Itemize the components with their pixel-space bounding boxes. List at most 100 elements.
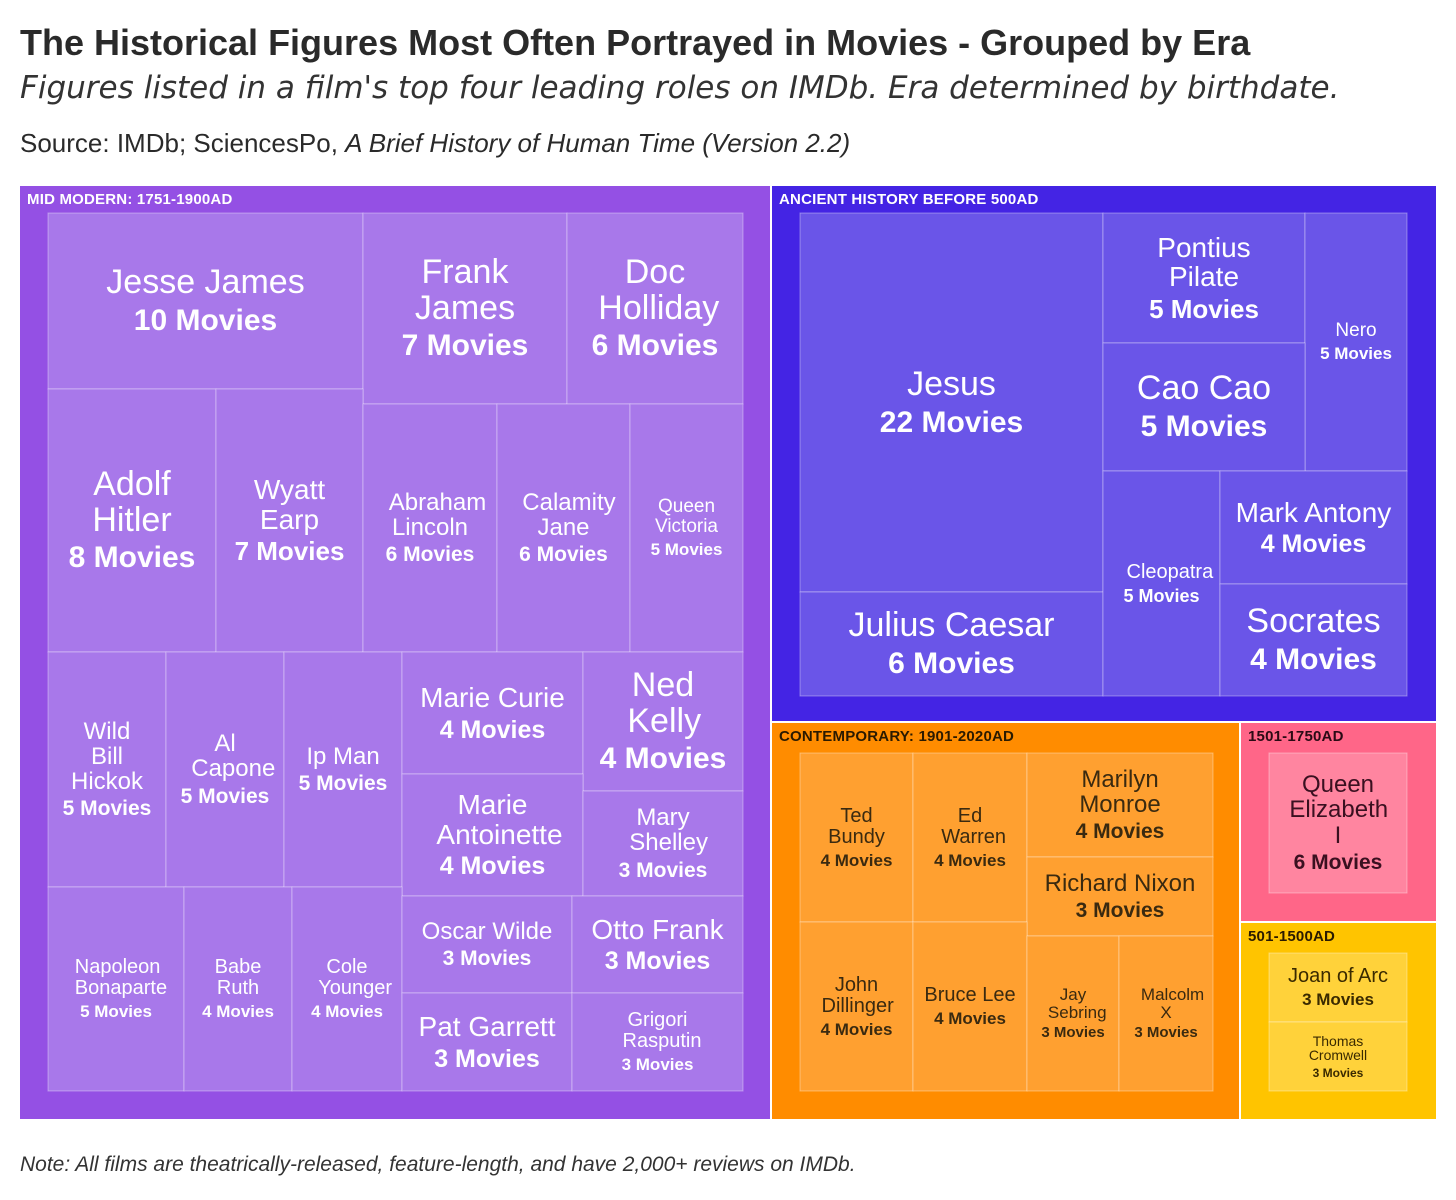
movie-count: 4 Movies (820, 850, 893, 870)
movie-count: 3 Movies (618, 858, 708, 882)
cell-text-nero: Nero 5 Movies (1305, 213, 1407, 471)
cell-text-grigori-rasputin: Grigori Rasputin 3 Movies (572, 993, 743, 1091)
cell-john-dillinger (799, 921, 914, 1092)
cell-al-capone (165, 651, 285, 888)
figure-name: Joan of Arc (1287, 965, 1389, 988)
cell-adolf-hitler (47, 388, 217, 653)
cell-text-babe-ruth: Babe Ruth 4 Movies (184, 887, 292, 1091)
cell-oscar-wilde (401, 895, 573, 994)
movie-count: 3 Movies (1041, 1024, 1105, 1042)
cell-text-al-capone: Al Capone 5 Movies (166, 652, 284, 887)
era-block-1501-1750ad (1241, 723, 1436, 921)
cell-cole-younger (291, 886, 403, 1092)
movie-count: 3 Movies (1312, 1065, 1364, 1080)
figure-name: Queen Victoria (654, 496, 718, 538)
cell-text-oscar-wilde: Oscar Wilde 3 Movies (402, 896, 572, 993)
chart-subtitle: Figures listed in a film's top four lead… (20, 70, 1340, 106)
cell-text-mark-antony: Mark Antony 4 Movies (1220, 471, 1407, 584)
movie-count: 8 Movies (68, 541, 196, 575)
figure-name: Cao Cao (1136, 369, 1272, 408)
figure-name: Oscar Wilde (421, 917, 553, 945)
figure-name: Abraham Lincoln (388, 488, 487, 541)
figure-name: Ip Man (306, 742, 380, 770)
cell-text-jesus: Jesus 22 Movies (800, 213, 1103, 592)
cell-text-queen-victoria: Queen Victoria 5 Movies (630, 404, 743, 652)
cell-text-ip-man: Ip Man 5 Movies (284, 652, 402, 887)
movie-count: 7 Movies (401, 329, 529, 363)
cell-cao-cao (1102, 342, 1306, 472)
cell-text-mary-shelley: Mary Shelley 3 Movies (583, 791, 743, 896)
cell-text-abraham-lincoln: Abraham Lincoln 6 Movies (363, 404, 497, 652)
cell-text-cleopatra: Cleopatra 5 Movies (1103, 471, 1220, 696)
figure-name: Queen Elizabeth I (1289, 771, 1389, 849)
cell-text-marie-antoinette: Marie Antoinette 4 Movies (402, 774, 583, 896)
figure-name: Grigori Rasputin (622, 1009, 702, 1053)
movie-count: 7 Movies (234, 536, 345, 567)
era-label-ancient-history-before-500ad: ANCIENT HISTORY BEFORE 500AD (779, 191, 1039, 208)
movie-count: 4 Movies (439, 715, 546, 744)
cell-marie-antoinette (401, 773, 584, 897)
figure-name: Julius Caesar (848, 606, 1055, 645)
cell-text-napoleon-bonaparte: Napoleon Bonaparte 5 Movies (48, 887, 184, 1091)
movie-count: 3 Movies (442, 947, 532, 971)
figure-name: Napoleon Bonaparte (74, 956, 168, 1000)
figure-name: John Dillinger (821, 973, 894, 1017)
cell-pat-garrett (401, 992, 573, 1092)
cell-joan-of-arc (1268, 952, 1408, 1023)
era-block-mid-modern-1751-1900ad (20, 186, 770, 1119)
cell-text-malcolm-x: Malcolm X 3 Movies (1119, 936, 1213, 1091)
chart-source: Source: IMDb; SciencesPo, A Brief Histor… (20, 128, 850, 159)
cell-wyatt-earp (215, 388, 364, 653)
cell-thomas-cromwell (1268, 1021, 1408, 1092)
cell-text-adolf-hitler: Adolf Hitler 8 Movies (48, 389, 216, 652)
cell-queen-victoria (629, 403, 744, 653)
cell-marie-curie (401, 651, 584, 775)
movie-count: 22 Movies (879, 405, 1024, 439)
cell-text-cole-younger: Cole Younger 4 Movies (292, 887, 402, 1091)
cell-text-doc-holliday: Doc Holliday 6 Movies (567, 213, 743, 404)
figure-name: Mark Antony (1235, 496, 1392, 528)
chart-note: Note: All films are theatrically-release… (20, 1153, 856, 1176)
cell-jesse-james (47, 212, 364, 390)
movie-count: 4 Movies (820, 1019, 893, 1039)
figure-name: Thomas Cromwell (1308, 1032, 1368, 1064)
movie-count: 5 Movies (180, 784, 270, 808)
cell-mark-antony (1219, 470, 1408, 585)
figure-name: Pat Garrett (418, 1011, 556, 1043)
era-label-501-1500ad: 501-1500AD (1248, 928, 1336, 945)
cell-text-joan-of-arc: Joan of Arc 3 Movies (1269, 953, 1407, 1022)
cell-text-cao-cao: Cao Cao 5 Movies (1103, 343, 1305, 471)
figure-name: Doc Holliday (598, 253, 720, 327)
cell-marilyn-monroe (1026, 752, 1214, 858)
cell-jay-sebring (1026, 935, 1120, 1092)
cell-cleopatra (1102, 470, 1221, 697)
figure-name: Socrates (1246, 602, 1381, 641)
era-block-501-1500ad (1241, 923, 1436, 1119)
era-label-contemporary-1901-2020ad: CONTEMPORARY: 1901-2020AD (779, 728, 1015, 745)
cell-text-frank-james: Frank James 7 Movies (363, 213, 567, 404)
cell-text-ted-bundy: Ted Bundy 4 Movies (800, 753, 913, 922)
figure-name: Pontius Pilate (1157, 231, 1251, 293)
cell-text-thomas-cromwell: Thomas Cromwell 3 Movies (1269, 1022, 1407, 1091)
cell-text-pat-garrett: Pat Garrett 3 Movies (402, 993, 572, 1091)
figure-name: Calamity Jane (522, 488, 616, 541)
cell-text-ed-warren: Ed Warren 4 Movies (913, 753, 1027, 922)
figure-name: Cole Younger (318, 956, 392, 1000)
figure-name: Mary Shelley (629, 804, 708, 857)
figure-name: Jay Sebring (1047, 984, 1107, 1022)
cell-text-wild-bill-hickok: Wild Bill Hickok 5 Movies (48, 652, 166, 887)
cell-text-wyatt-earp: Wyatt Earp 7 Movies (216, 389, 363, 652)
era-block-ancient-history-before-500ad (772, 186, 1436, 721)
figure-name: Marie Antoinette (436, 789, 563, 850)
cell-frank-james (362, 212, 568, 405)
cell-calamity-jane (496, 403, 631, 653)
cell-napoleon-bonaparte (47, 886, 185, 1092)
movie-count: 5 Movies (298, 772, 388, 796)
cell-ned-kelly (582, 651, 744, 792)
figure-name: Ted Bundy (828, 804, 885, 848)
cell-ted-bundy (799, 752, 914, 923)
cell-text-pontius-pilate: Pontius Pilate 5 Movies (1103, 213, 1305, 343)
figure-name: Al Capone (191, 730, 276, 783)
